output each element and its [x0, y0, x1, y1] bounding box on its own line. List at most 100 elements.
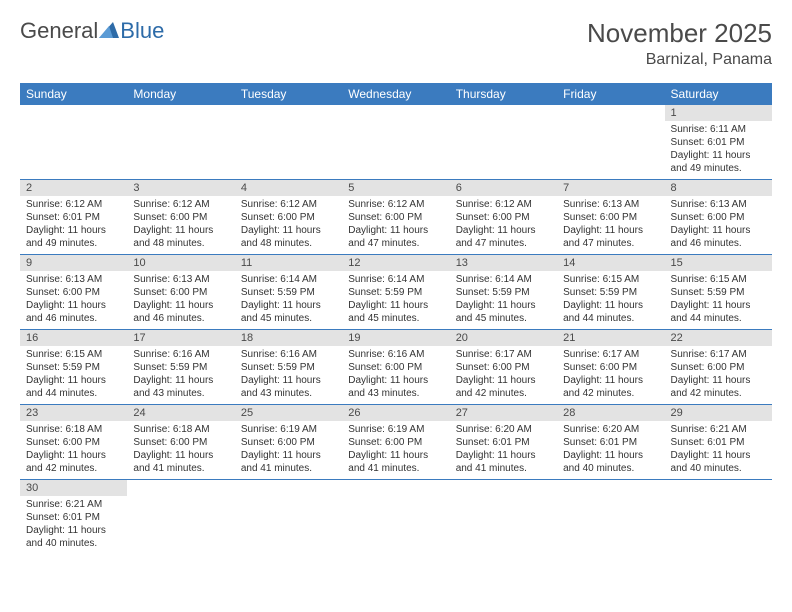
- day-day1: Daylight: 11 hours: [26, 374, 121, 387]
- day-sunrise: Sunrise: 6:12 AM: [241, 198, 336, 211]
- day-body: Sunrise: 6:18 AMSunset: 6:00 PMDaylight:…: [20, 421, 127, 479]
- day-sunrise: Sunrise: 6:19 AM: [348, 423, 443, 436]
- day-day2: and 47 minutes.: [348, 237, 443, 250]
- day-number: 16: [20, 330, 127, 346]
- calendar-cell: 4Sunrise: 6:12 AMSunset: 6:00 PMDaylight…: [235, 180, 342, 255]
- day-sunset: Sunset: 6:00 PM: [26, 436, 121, 449]
- day-body: Sunrise: 6:15 AMSunset: 5:59 PMDaylight:…: [20, 346, 127, 404]
- day-sunset: Sunset: 6:01 PM: [563, 436, 658, 449]
- calendar-cell: 14Sunrise: 6:15 AMSunset: 5:59 PMDayligh…: [557, 255, 664, 330]
- day-number: 17: [127, 330, 234, 346]
- calendar-cell: [342, 105, 449, 180]
- month-title: November 2025: [587, 18, 772, 49]
- day-body: Sunrise: 6:16 AMSunset: 5:59 PMDaylight:…: [127, 346, 234, 404]
- day-sunset: Sunset: 5:59 PM: [348, 286, 443, 299]
- day-number: 15: [665, 255, 772, 271]
- day-sunset: Sunset: 6:01 PM: [26, 511, 121, 524]
- day-body: Sunrise: 6:20 AMSunset: 6:01 PMDaylight:…: [450, 421, 557, 479]
- calendar-cell: 13Sunrise: 6:14 AMSunset: 5:59 PMDayligh…: [450, 255, 557, 330]
- page-header: General Blue November 2025 Barnizal, Pan…: [20, 18, 772, 69]
- logo-text-blue: Blue: [120, 18, 164, 44]
- day-day2: and 41 minutes.: [241, 462, 336, 475]
- day-number: 22: [665, 330, 772, 346]
- day-body: Sunrise: 6:12 AMSunset: 6:00 PMDaylight:…: [450, 196, 557, 254]
- day-sunrise: Sunrise: 6:13 AM: [671, 198, 766, 211]
- day-sunset: Sunset: 5:59 PM: [671, 286, 766, 299]
- calendar-cell: 6Sunrise: 6:12 AMSunset: 6:00 PMDaylight…: [450, 180, 557, 255]
- day-day2: and 49 minutes.: [671, 162, 766, 175]
- day-sunset: Sunset: 6:00 PM: [348, 361, 443, 374]
- day-sunset: Sunset: 6:00 PM: [563, 211, 658, 224]
- day-sunset: Sunset: 6:01 PM: [671, 436, 766, 449]
- day-sunset: Sunset: 6:00 PM: [133, 286, 228, 299]
- logo: General Blue: [20, 18, 164, 44]
- day-number: 26: [342, 405, 449, 421]
- calendar-cell: 17Sunrise: 6:16 AMSunset: 5:59 PMDayligh…: [127, 330, 234, 405]
- day-sunset: Sunset: 6:01 PM: [671, 136, 766, 149]
- day-number: 11: [235, 255, 342, 271]
- day-sunrise: Sunrise: 6:17 AM: [456, 348, 551, 361]
- calendar-cell: 2Sunrise: 6:12 AMSunset: 6:01 PMDaylight…: [20, 180, 127, 255]
- day-number: 21: [557, 330, 664, 346]
- calendar-cell: [665, 480, 772, 555]
- day-sunrise: Sunrise: 6:15 AM: [671, 273, 766, 286]
- day-sunrise: Sunrise: 6:14 AM: [348, 273, 443, 286]
- calendar-cell: 3Sunrise: 6:12 AMSunset: 6:00 PMDaylight…: [127, 180, 234, 255]
- day-body: Sunrise: 6:17 AMSunset: 6:00 PMDaylight:…: [557, 346, 664, 404]
- day-day2: and 47 minutes.: [456, 237, 551, 250]
- day-day2: and 42 minutes.: [671, 387, 766, 400]
- calendar-cell: [235, 105, 342, 180]
- day-number: 24: [127, 405, 234, 421]
- day-day1: Daylight: 11 hours: [26, 299, 121, 312]
- calendar-cell: 9Sunrise: 6:13 AMSunset: 6:00 PMDaylight…: [20, 255, 127, 330]
- day-number: 30: [20, 480, 127, 496]
- day-body: Sunrise: 6:16 AMSunset: 6:00 PMDaylight:…: [342, 346, 449, 404]
- calendar-cell: 27Sunrise: 6:20 AMSunset: 6:01 PMDayligh…: [450, 405, 557, 480]
- day-day1: Daylight: 11 hours: [671, 449, 766, 462]
- day-day2: and 48 minutes.: [133, 237, 228, 250]
- day-sunset: Sunset: 6:01 PM: [26, 211, 121, 224]
- day-day2: and 41 minutes.: [348, 462, 443, 475]
- day-day2: and 40 minutes.: [563, 462, 658, 475]
- day-day1: Daylight: 11 hours: [241, 224, 336, 237]
- calendar-cell: 30Sunrise: 6:21 AMSunset: 6:01 PMDayligh…: [20, 480, 127, 555]
- calendar-cell: 22Sunrise: 6:17 AMSunset: 6:00 PMDayligh…: [665, 330, 772, 405]
- calendar-cell: 21Sunrise: 6:17 AMSunset: 6:00 PMDayligh…: [557, 330, 664, 405]
- day-sunrise: Sunrise: 6:13 AM: [133, 273, 228, 286]
- day-sunrise: Sunrise: 6:21 AM: [671, 423, 766, 436]
- day-body: Sunrise: 6:16 AMSunset: 5:59 PMDaylight:…: [235, 346, 342, 404]
- day-day2: and 43 minutes.: [241, 387, 336, 400]
- day-day2: and 41 minutes.: [456, 462, 551, 475]
- day-sunrise: Sunrise: 6:14 AM: [241, 273, 336, 286]
- calendar-cell: 12Sunrise: 6:14 AMSunset: 5:59 PMDayligh…: [342, 255, 449, 330]
- calendar-cell: 1Sunrise: 6:11 AMSunset: 6:01 PMDaylight…: [665, 105, 772, 180]
- day-day1: Daylight: 11 hours: [26, 524, 121, 537]
- day-header: Monday: [127, 83, 234, 105]
- day-day2: and 43 minutes.: [133, 387, 228, 400]
- day-sunset: Sunset: 6:00 PM: [241, 436, 336, 449]
- day-number: 13: [450, 255, 557, 271]
- day-body: Sunrise: 6:17 AMSunset: 6:00 PMDaylight:…: [665, 346, 772, 404]
- logo-sail-icon: [99, 18, 119, 44]
- day-body: Sunrise: 6:17 AMSunset: 6:00 PMDaylight:…: [450, 346, 557, 404]
- day-day2: and 47 minutes.: [563, 237, 658, 250]
- day-sunset: Sunset: 6:00 PM: [671, 361, 766, 374]
- calendar-cell: 11Sunrise: 6:14 AMSunset: 5:59 PMDayligh…: [235, 255, 342, 330]
- calendar-row: 16Sunrise: 6:15 AMSunset: 5:59 PMDayligh…: [20, 330, 772, 405]
- calendar-cell: 20Sunrise: 6:17 AMSunset: 6:00 PMDayligh…: [450, 330, 557, 405]
- day-header: Saturday: [665, 83, 772, 105]
- day-number: 25: [235, 405, 342, 421]
- day-day2: and 46 minutes.: [671, 237, 766, 250]
- day-day2: and 45 minutes.: [456, 312, 551, 325]
- day-sunset: Sunset: 6:00 PM: [241, 211, 336, 224]
- day-day2: and 45 minutes.: [241, 312, 336, 325]
- day-number: 12: [342, 255, 449, 271]
- day-number: 14: [557, 255, 664, 271]
- day-sunrise: Sunrise: 6:13 AM: [563, 198, 658, 211]
- day-sunrise: Sunrise: 6:18 AM: [133, 423, 228, 436]
- day-day1: Daylight: 11 hours: [133, 449, 228, 462]
- day-sunset: Sunset: 6:01 PM: [456, 436, 551, 449]
- day-day2: and 45 minutes.: [348, 312, 443, 325]
- calendar-row: 1Sunrise: 6:11 AMSunset: 6:01 PMDaylight…: [20, 105, 772, 180]
- calendar-row: 2Sunrise: 6:12 AMSunset: 6:01 PMDaylight…: [20, 180, 772, 255]
